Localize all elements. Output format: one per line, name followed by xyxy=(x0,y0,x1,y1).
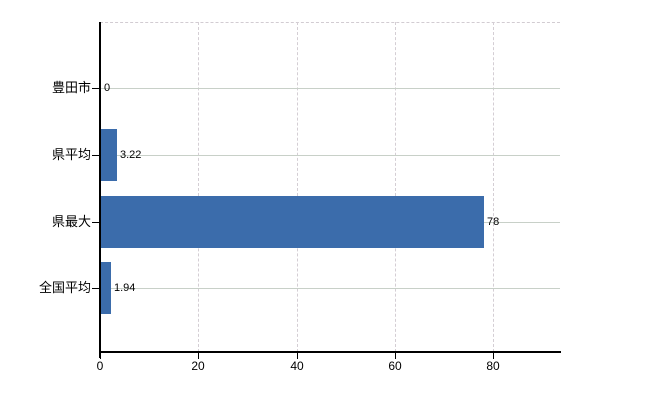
x-tick xyxy=(493,353,494,359)
x-tick xyxy=(297,353,298,359)
y-tick xyxy=(92,222,99,223)
x-tick-label: 40 xyxy=(290,359,304,373)
x-tick xyxy=(198,353,199,359)
bar xyxy=(101,196,484,248)
y-tick xyxy=(92,288,99,289)
value-label: 78 xyxy=(487,216,500,228)
x-tick-label: 60 xyxy=(388,359,402,373)
value-label: 0 xyxy=(104,82,111,94)
value-label: 1.94 xyxy=(114,282,136,294)
h-gridline xyxy=(100,288,560,289)
plot-top-border xyxy=(100,22,560,23)
h-gridline xyxy=(100,88,560,89)
category-label: 県最大 xyxy=(51,214,91,229)
y-tick xyxy=(92,88,99,89)
x-tick-label: 80 xyxy=(486,359,500,373)
x-tick-label: 0 xyxy=(96,359,104,373)
y-tick xyxy=(92,155,99,156)
x-tick xyxy=(100,353,101,359)
x-tick xyxy=(395,353,396,359)
category-label: 豊田市 xyxy=(51,80,91,95)
bar xyxy=(101,129,117,181)
bar xyxy=(101,262,111,314)
x-axis-line xyxy=(99,351,561,353)
x-tick-label: 20 xyxy=(191,359,205,373)
v-gridline xyxy=(493,22,494,352)
v-gridline xyxy=(297,22,298,352)
h-gridline xyxy=(100,155,560,156)
category-label: 全国平均 xyxy=(38,280,91,295)
category-label: 県平均 xyxy=(51,147,91,162)
v-gridline xyxy=(198,22,199,352)
value-label: 3.22 xyxy=(120,149,142,161)
y-axis-line xyxy=(99,22,101,358)
v-gridline xyxy=(395,22,396,352)
